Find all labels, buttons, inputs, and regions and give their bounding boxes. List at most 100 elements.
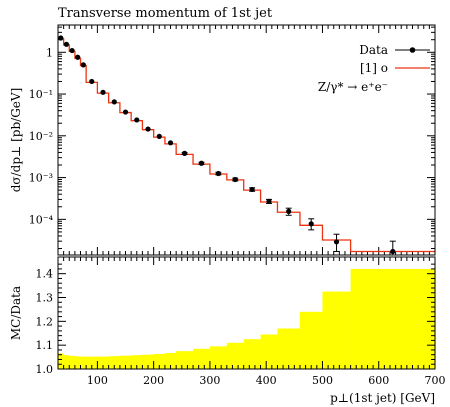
data-point <box>63 41 70 47</box>
ratio-tick-label: 1.4 <box>36 268 54 281</box>
data-marker <box>286 208 292 214</box>
y-tick-label: 10⁻³ <box>29 172 53 185</box>
data-point <box>100 89 106 95</box>
data-point <box>58 35 64 41</box>
data-point <box>215 170 222 177</box>
ratio-bin <box>164 353 177 369</box>
y-tick-label: 1 <box>46 46 53 59</box>
ratio-bin <box>243 339 261 369</box>
ratio-band <box>58 268 436 369</box>
data-point <box>75 54 81 60</box>
data-marker <box>198 160 205 166</box>
legend: Data [1] o Z/γ* → e⁺e⁻ <box>318 43 430 94</box>
data-marker <box>122 109 129 115</box>
data-point <box>198 160 205 166</box>
x-tick-label: 200 <box>143 374 164 387</box>
legend-process-label: Z/γ* → e⁺e⁻ <box>318 80 388 94</box>
ratio-bin <box>80 356 87 369</box>
lower-panel: 1.0 1.1 1.2 1.3 1.4 100 200 300 400 500 600 700 MC/… <box>9 256 446 405</box>
y-tick-label: 10⁻² <box>29 130 53 143</box>
data-marker <box>100 89 106 95</box>
chart-title: Transverse momentum of 1st jet <box>58 6 273 21</box>
data-point <box>181 150 188 156</box>
data-point <box>111 99 117 105</box>
ratio-bin <box>209 346 228 369</box>
x-tick-label: 400 <box>256 374 277 387</box>
data-marker <box>333 239 340 245</box>
data-marker <box>156 133 162 139</box>
legend-marker-data <box>409 47 416 53</box>
ratio-bin <box>176 351 194 369</box>
data-marker <box>111 99 117 105</box>
data-marker <box>215 170 221 177</box>
data-marker <box>75 54 81 60</box>
ratio-bin <box>63 355 70 369</box>
ratio-bin <box>153 353 166 369</box>
data-point <box>333 233 340 252</box>
ratio-bin <box>119 355 132 369</box>
data-marker <box>80 62 86 68</box>
x-tick-label: 300 <box>199 374 220 387</box>
data-point <box>122 109 129 115</box>
data-point <box>167 140 174 146</box>
data-point <box>285 207 292 216</box>
x-tick-label: 100 <box>87 374 108 387</box>
ratio-bin <box>131 355 143 369</box>
ratio-bin <box>69 355 76 369</box>
ratio-tick-label: 1.3 <box>36 292 54 305</box>
upper-ticks: 1 10⁻¹ 10⁻² 10⁻³ 10⁻⁴ <box>29 25 436 255</box>
legend-label-data: Data <box>359 43 388 57</box>
data-point <box>308 218 315 231</box>
data-marker <box>145 126 151 132</box>
upper-panel: 1 10⁻¹ 10⁻² 10⁻³ 10⁻⁴ dσ/dp⊥ [pb/GeV] Data [… <box>9 24 436 256</box>
data-point <box>80 62 86 68</box>
ratio-bin <box>226 342 244 369</box>
data-point <box>145 126 151 132</box>
ratio-tick-label: 1.1 <box>36 339 54 352</box>
data-point <box>69 47 75 54</box>
x-tick-label: 600 <box>368 374 389 387</box>
data-marker <box>69 47 75 54</box>
ratio-tick-label: 1.0 <box>36 363 54 376</box>
lower-y-axis-label: MC/Data <box>9 286 23 340</box>
data-marker <box>89 78 95 85</box>
data-point <box>89 78 95 85</box>
data-marker <box>58 35 64 41</box>
upper-data-points <box>58 35 396 256</box>
upper-y-axis-label: dσ/dp⊥ [pb/GeV] <box>9 88 23 193</box>
y-tick-label: 10⁻¹ <box>29 88 53 101</box>
legend-label-mc: [1] o <box>360 61 388 75</box>
ratio-bin <box>142 354 154 369</box>
ratio-bin <box>260 334 278 369</box>
data-marker <box>390 248 396 255</box>
ratio-bin <box>299 311 323 369</box>
ratio-bin <box>58 353 64 369</box>
data-point <box>134 117 140 123</box>
data-point <box>389 240 396 256</box>
ratio-bin <box>322 291 351 369</box>
ratio-bin <box>97 356 109 369</box>
ratio-bin <box>350 268 436 369</box>
data-point <box>232 176 239 183</box>
x-axis-label: p⊥(1st jet) [GeV] <box>330 391 435 405</box>
ratio-bin <box>108 356 121 369</box>
ratio-bin <box>74 356 81 369</box>
x-tick-label: 700 <box>425 374 446 387</box>
data-marker <box>167 140 174 146</box>
data-point <box>249 186 256 193</box>
data-marker <box>232 176 238 183</box>
data-marker <box>63 41 70 47</box>
data-marker <box>182 150 188 156</box>
data-marker <box>266 198 272 204</box>
ratio-tick-label: 1.2 <box>36 315 54 328</box>
x-tick-label: 500 <box>312 374 333 387</box>
data-point <box>266 198 273 204</box>
ratio-bin <box>277 328 301 369</box>
ratio-bin <box>86 356 98 369</box>
y-tick-label: 10⁻⁴ <box>29 213 54 226</box>
data-marker <box>134 117 140 123</box>
data-marker <box>249 186 255 193</box>
upper-plot-frame <box>57 24 436 256</box>
data-marker <box>308 221 314 227</box>
ratio-bin <box>193 348 211 369</box>
